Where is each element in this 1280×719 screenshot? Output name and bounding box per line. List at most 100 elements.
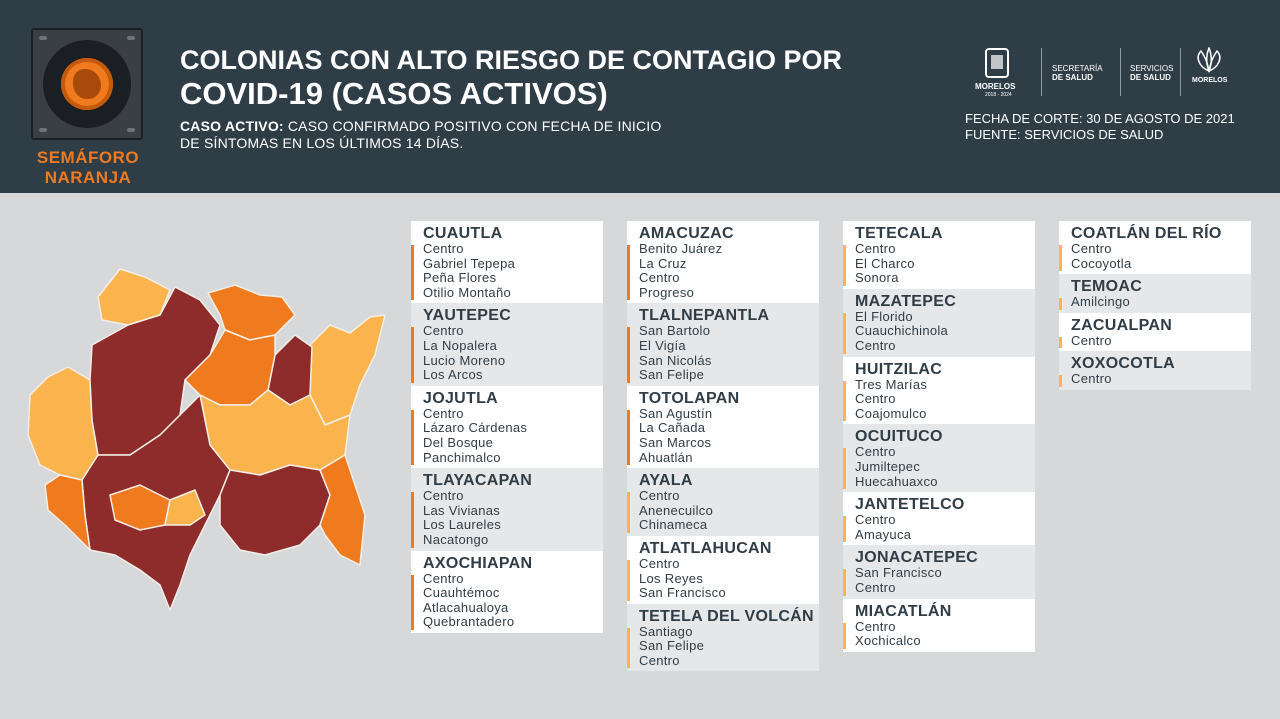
risk-level-bar	[1059, 375, 1062, 387]
page-title: COLONIAS CON ALTO RIESGO DE CONTAGIO POR…	[180, 44, 842, 110]
municipality-name: TETELA DEL VOLCÁN	[639, 607, 814, 625]
column-3: TETECALA Centro El Charco Sonora MAZATEPEC El…	[843, 221, 1035, 652]
colonia-name: Nacatongo	[423, 531, 489, 547]
colonia-name: Gabriel Tepepa	[423, 255, 516, 271]
colonia-name: El Florido	[855, 308, 913, 324]
definition-term: CASO ACTIVO:	[180, 118, 284, 134]
municipality-card: HUITZILAC Tres Marías Centro Coajomulco	[843, 356, 1035, 425]
risk-level-bar	[411, 492, 414, 548]
column-1: CUAUTLA Centro Gabriel Tepepa Peña Flores Ot…	[411, 221, 603, 633]
municipality-card: COATLÁN DEL RÍO Centro Cocoyotla	[1059, 221, 1251, 275]
morelos-name: MORELOS	[975, 82, 1016, 91]
colonia-name: Lázaro Cárdenas	[423, 420, 528, 436]
colonia-name: Centro	[1071, 241, 1112, 256]
risk-level-bar	[411, 574, 414, 630]
municipality-name: TLAYACAPAN	[423, 472, 533, 490]
colonia-name: San Felipe	[639, 367, 705, 383]
colonia-name: Centro	[639, 652, 680, 668]
secretaria-line-2: DE SALUD	[1052, 73, 1093, 82]
risk-level-bar	[411, 245, 414, 301]
municipality-name: AXOCHIAPAN	[423, 554, 533, 572]
risk-level-bar	[1059, 298, 1062, 310]
map-region	[319, 454, 366, 566]
secretaria-line-1: SECRETARÍA	[1052, 64, 1103, 73]
definition-text: CASO CONFIRMADO POSITIVO CON FECHA DE IN…	[180, 118, 662, 151]
risk-level-bar	[411, 327, 414, 383]
colonia-name: Coajomulco	[855, 405, 927, 421]
risk-level-bar	[411, 409, 414, 466]
morelos-silhouette-icon	[73, 69, 101, 99]
colonia-name: Benito Juárez	[639, 241, 723, 256]
municipality-name: MIACATLÁN	[855, 602, 952, 620]
colonia-name: Centro	[423, 405, 464, 421]
servicios-line-2: DE SALUD	[1130, 73, 1171, 82]
colonia-name: Amayuca	[855, 526, 912, 542]
colonia-name: Quebrantadero	[423, 614, 515, 630]
risk-level-bar	[1059, 336, 1062, 349]
map-region	[309, 314, 386, 426]
risk-level-bar	[1059, 245, 1062, 272]
risk-level-bar	[843, 312, 846, 354]
colonia-name: San Marcos	[639, 434, 712, 450]
morelos-flower-icon	[1197, 47, 1221, 73]
colonia-name: Cuauchichinola	[855, 323, 949, 339]
morelos-map	[27, 268, 386, 611]
municipality-card: MAZATEPEC El Florido Cuauchichinola Centro	[843, 288, 1035, 357]
municipality-card: AYALA Centro Anenecuilco Chinameca	[627, 468, 819, 536]
column-4: COATLÁN DEL RÍO Centro Cocoyotla TEMOAC Amil…	[1059, 221, 1251, 390]
colonia-name: Centro	[423, 488, 464, 504]
colonia-name: Atlacahualoya	[423, 599, 509, 615]
screw-icon	[39, 36, 47, 40]
municipality-name: HUITZILAC	[855, 360, 943, 378]
semaforo-label: SEMÁFORO NARANJA	[36, 148, 140, 187]
source-text: FUENTE: SERVICIOS DE SALUD	[965, 127, 1164, 142]
municipality-name: TOTOLAPAN	[639, 389, 740, 407]
municipality-name: YAUTEPEC	[423, 307, 512, 325]
municipality-name: TETECALA	[855, 225, 943, 242]
risk-level-bar	[843, 380, 846, 422]
colonia-name: Centro	[423, 570, 464, 586]
colonia-name: Centro	[423, 241, 464, 256]
morelos-brand-text: MORELOS	[1192, 77, 1228, 84]
cut-date: FECHA DE CORTE: 30 DE AGOSTO DE 2021	[965, 111, 1235, 126]
colonia-name: Otilio Montaño	[423, 284, 512, 300]
map-region	[97, 268, 171, 326]
header-banner: SEMÁFORO NARANJA COLONIAS CON ALTO RIESG…	[0, 0, 1280, 193]
municipality-card: OCUITUCO Centro Jumiltepec Huecahuaxco	[843, 424, 1035, 493]
colonia-name: Centro	[855, 391, 896, 407]
colonia-name: La Cruz	[639, 255, 687, 271]
municipality-card: AXOCHIAPAN Centro Cuauhtémoc Atlacahualoya Q…	[411, 550, 603, 633]
colonia-name: San Bartolo	[639, 323, 711, 339]
colonia-name: Centro	[855, 337, 896, 353]
municipality-card: YAUTEPEC Centro La Nopalera Lucio Moreno Los…	[411, 303, 603, 386]
municipality-card: TOTOLAPAN San Agustín La Cañada San Marcos A…	[627, 385, 819, 469]
screw-icon	[39, 128, 47, 132]
colonia-name: Xochicalco	[855, 633, 921, 649]
colonia-name: El Vigía	[639, 337, 686, 353]
colonia-name: La Nopalera	[423, 337, 498, 353]
colonia-name: Progreso	[639, 284, 695, 300]
morelos-shield-icon	[985, 48, 1009, 78]
municipality-card: XOXOCOTLA Centro	[1059, 351, 1251, 390]
colonia-name: Centro	[639, 555, 680, 571]
colonia-name: Cuauhtémoc	[423, 585, 500, 601]
municipality-card: TLALNEPANTLA San Bartolo El Vigía San Nicol…	[627, 303, 819, 386]
colonia-name: Del Bosque	[423, 434, 494, 450]
municipality-card: TLAYACAPAN Centro Las Vivianas Los Laureles…	[411, 468, 603, 551]
colonia-name: Centro	[855, 618, 896, 634]
colonia-name: Los Reyes	[639, 570, 704, 586]
traffic-light-ring	[43, 40, 131, 128]
colonia-name: Santiago	[639, 623, 693, 639]
municipality-name: TEMOAC	[1071, 278, 1143, 296]
risk-level-bar	[843, 245, 846, 286]
colonia-name: Centro	[855, 512, 896, 528]
municipality-card: MIACATLÁN Centro Xochicalco	[843, 598, 1035, 652]
risk-level-bar	[627, 327, 630, 383]
colonia-name: Lucio Moreno	[423, 352, 506, 368]
colonia-name: Cocoyotla	[1071, 255, 1132, 271]
risk-level-bar	[843, 448, 846, 490]
colonia-name: La Cañada	[639, 420, 706, 436]
servicios-line-1: SERVICIOS	[1130, 64, 1174, 73]
colonia-name: Centro	[1071, 371, 1112, 387]
colonia-name: Centro	[855, 444, 896, 460]
